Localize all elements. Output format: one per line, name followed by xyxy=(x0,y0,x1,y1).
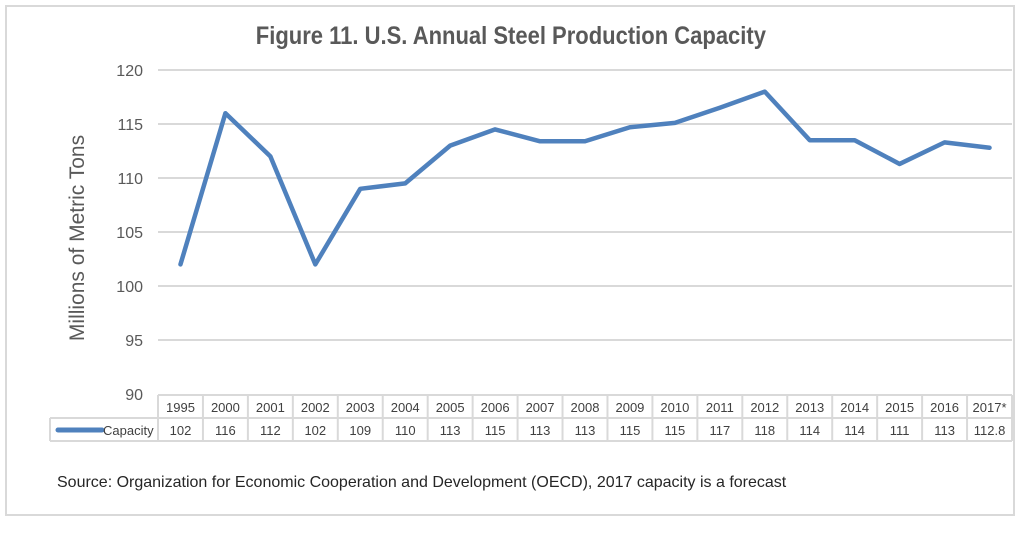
data-label: 102 xyxy=(170,423,192,438)
data-label: 113 xyxy=(934,423,955,438)
data-label: 118 xyxy=(754,423,775,438)
x-tick-label: 2012 xyxy=(750,400,779,415)
chart-title: Figure 11. U.S. Annual Steel Production … xyxy=(255,22,766,50)
x-tick-label: 2009 xyxy=(615,400,644,415)
x-tick-label: 2013 xyxy=(795,400,824,415)
y-tick-label: 90 xyxy=(125,387,143,404)
x-tick-label: 2006 xyxy=(481,400,510,415)
data-label: 115 xyxy=(665,423,686,438)
data-label: 113 xyxy=(440,423,461,438)
x-tick-label: 2007 xyxy=(526,400,555,415)
x-tick-label: 2014 xyxy=(840,400,869,415)
x-tick-label: 2016 xyxy=(930,400,959,415)
x-tick-label: 2017* xyxy=(973,400,1007,415)
data-label: 114 xyxy=(799,423,820,438)
data-label: 117 xyxy=(709,423,730,438)
x-tick-label: 2000 xyxy=(211,400,240,415)
x-tick-label: 2004 xyxy=(391,400,420,415)
y-tick-label: 115 xyxy=(117,117,143,134)
data-label: 112.8 xyxy=(974,423,1006,438)
x-tick-label: 2003 xyxy=(346,400,375,415)
source-note: Source: Organization for Economic Cooper… xyxy=(57,474,787,491)
data-label: 102 xyxy=(304,423,326,438)
data-label: 111 xyxy=(890,423,910,438)
x-tick-label: 2001 xyxy=(256,400,285,415)
y-tick-label: 110 xyxy=(117,171,143,188)
data-label: 115 xyxy=(620,423,641,438)
y-tick-label: 105 xyxy=(116,225,143,242)
chart-frame xyxy=(5,5,1015,516)
data-label: 109 xyxy=(349,423,371,438)
y-tick-label: 95 xyxy=(125,333,143,350)
data-label: 114 xyxy=(844,423,865,438)
data-label: 112 xyxy=(260,423,281,438)
x-tick-label: 2005 xyxy=(436,400,465,415)
x-tick-label: 2002 xyxy=(301,400,330,415)
y-tick-label: 100 xyxy=(116,279,143,296)
data-label: 115 xyxy=(485,423,506,438)
y-tick-label: 120 xyxy=(116,63,143,80)
data-label: 116 xyxy=(215,423,236,438)
x-tick-label: 2015 xyxy=(885,400,914,415)
x-tick-label: 2008 xyxy=(571,400,600,415)
legend-label: Capacity xyxy=(103,423,154,438)
data-label: 113 xyxy=(575,423,596,438)
data-label: 110 xyxy=(395,423,416,438)
x-tick-label: 2011 xyxy=(706,400,734,415)
x-tick-label: 2010 xyxy=(660,400,689,415)
data-label: 113 xyxy=(530,423,551,438)
x-tick-label: 1995 xyxy=(166,400,195,415)
